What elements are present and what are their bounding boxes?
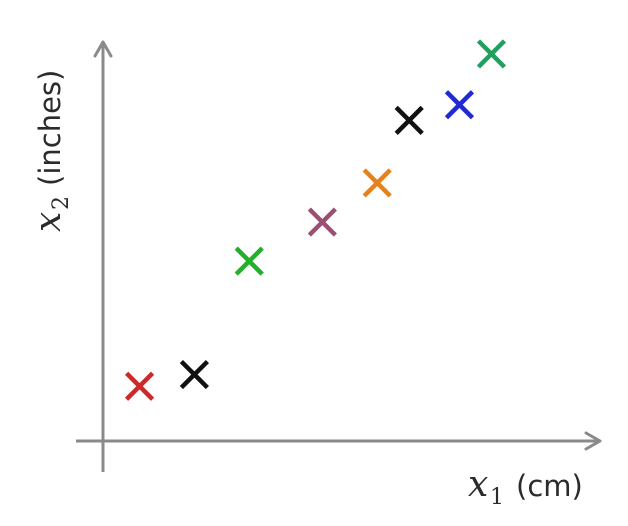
data-point-marker <box>124 371 155 401</box>
data-point-marker <box>476 39 507 69</box>
data-points <box>124 39 507 401</box>
data-point-stroke <box>476 39 507 69</box>
data-point-stroke <box>234 246 264 276</box>
data-point-marker <box>362 168 392 198</box>
x-axis-label-subscript: 1 <box>490 485 504 510</box>
y-axis-label-symbol: x <box>28 212 69 232</box>
x-axis <box>76 431 602 451</box>
y-axis-label-subscript: 2 <box>49 196 74 210</box>
y-axis-label: x 2 (inches) <box>28 70 74 232</box>
y-axis-arrowhead <box>93 40 113 58</box>
data-point-stroke <box>124 371 155 401</box>
data-point-marker <box>179 359 209 390</box>
x-axis-label-symbol: x <box>468 464 488 505</box>
x-axis-label: x 1 (cm) <box>468 464 583 510</box>
data-point-stroke <box>444 90 475 120</box>
y-axis-label-unit: (inches) <box>33 70 67 186</box>
data-point-marker <box>444 90 475 120</box>
data-point-marker <box>307 207 337 237</box>
data-point-stroke <box>394 105 424 135</box>
data-point-marker <box>234 246 264 276</box>
data-point-stroke <box>362 168 392 198</box>
data-point-stroke <box>179 359 209 390</box>
data-point-stroke <box>307 207 337 237</box>
data-point-marker <box>394 105 424 135</box>
x-axis-arrowhead <box>584 431 602 451</box>
y-axis <box>93 40 113 472</box>
x-axis-label-unit: (cm) <box>516 469 583 503</box>
